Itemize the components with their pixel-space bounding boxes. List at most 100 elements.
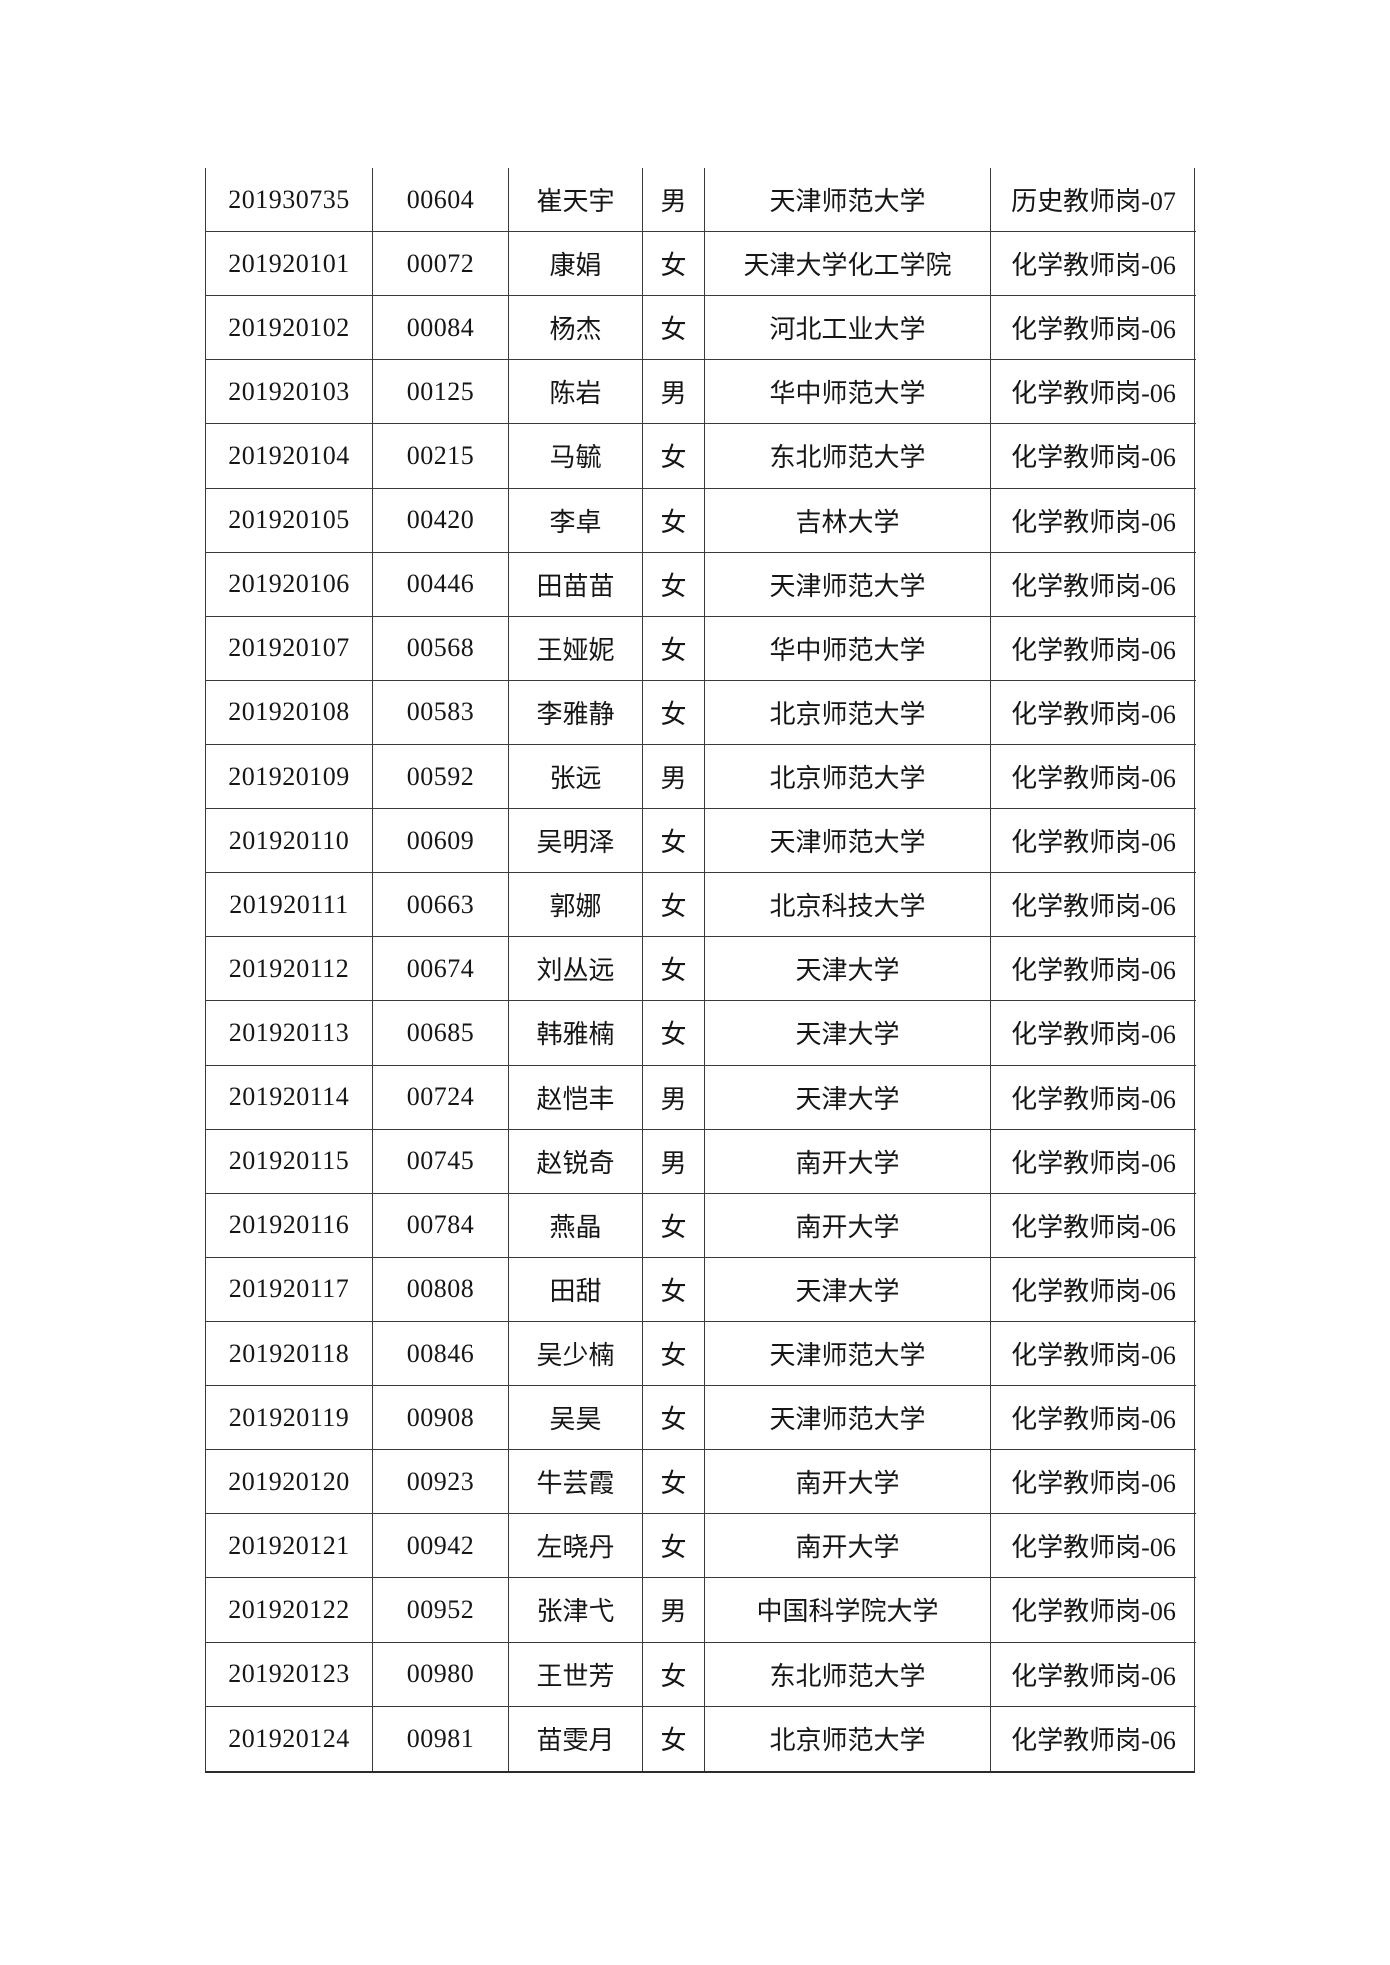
cell-position: 化学教师岗-06 (991, 489, 1196, 553)
cell-position: 化学教师岗-06 (991, 1258, 1196, 1322)
cell-school: 东北师范大学 (705, 1642, 991, 1707)
cell-gender: 女 (643, 1001, 705, 1066)
cell-exam-id: 201920106 (206, 552, 373, 617)
cell-school: 北京师范大学 (705, 1706, 991, 1771)
cell-candidate-no: 00215 (373, 424, 509, 489)
cell-exam-id: 201920114 (206, 1065, 373, 1130)
cell-exam-id: 201930735 (206, 168, 373, 233)
cell-name: 刘丛远 (509, 937, 643, 1002)
cell-school: 天津师范大学 (705, 168, 991, 233)
cell-school: 河北工业大学 (705, 296, 991, 361)
cell-name: 李卓 (509, 488, 643, 553)
cell-name: 燕晶 (509, 1193, 643, 1258)
cell-candidate-no: 00446 (373, 552, 509, 617)
cell-position: 化学教师岗-06 (991, 232, 1196, 297)
cell-candidate-no: 00980 (373, 1642, 509, 1707)
cell-school: 中国科学院大学 (705, 1578, 991, 1643)
cell-school: 南开大学 (705, 1193, 991, 1258)
cell-name: 吴明泽 (509, 809, 643, 874)
cell-gender: 男 (643, 1065, 705, 1130)
cell-position: 历史教师岗-07 (991, 168, 1196, 233)
cell-gender: 女 (643, 1257, 705, 1322)
candidate-table: 201930735 00604 崔天宇男天津师范大学 历史教师岗-07 20192010… (205, 168, 1196, 1773)
cell-gender: 女 (643, 616, 705, 681)
cell-gender: 女 (643, 1321, 705, 1387)
cell-candidate-no: 00745 (373, 1129, 509, 1194)
cell-name: 田甜 (509, 1257, 643, 1322)
cell-position: 化学教师岗-06 (991, 1578, 1196, 1643)
cell-exam-id: 201920119 (206, 1386, 373, 1451)
cell-position: 化学教师岗-06 (991, 1066, 1196, 1130)
cell-candidate-no: 00125 (373, 360, 509, 425)
cell-candidate-no: 00908 (373, 1386, 509, 1451)
cell-exam-id: 201920113 (206, 1001, 373, 1066)
cell-gender: 女 (643, 1514, 705, 1579)
cell-exam-id: 201920111 (206, 873, 373, 938)
cell-name: 杨杰 (509, 296, 643, 361)
cell-gender: 女 (643, 424, 705, 489)
cell-school: 天津大学 (705, 1001, 991, 1066)
cell-candidate-no: 00784 (373, 1193, 509, 1258)
cell-gender: 女 (643, 937, 705, 1002)
cell-school: 天津大学 (705, 1065, 991, 1130)
cell-name: 王娅妮 (509, 616, 643, 681)
cell-candidate-no: 00604 (373, 168, 509, 233)
cell-name: 赵恺丰 (509, 1065, 643, 1130)
cell-candidate-no: 00685 (373, 1001, 509, 1066)
cell-exam-id: 201920104 (206, 424, 373, 489)
cell-name: 苗雯月 (509, 1706, 643, 1771)
cell-position: 化学教师岗-06 (991, 809, 1196, 874)
cell-position: 化学教师岗-06 (991, 1130, 1196, 1194)
cell-candidate-no: 00846 (373, 1321, 509, 1387)
cell-school: 南开大学 (705, 1450, 991, 1515)
cell-exam-id: 201920108 (206, 680, 373, 745)
cell-position: 化学教师岗-06 (991, 1643, 1196, 1707)
cell-exam-id: 201920117 (206, 1257, 373, 1322)
cell-school: 吉林大学 (705, 488, 991, 553)
cell-exam-id: 201920107 (206, 616, 373, 681)
cell-school: 南开大学 (705, 1129, 991, 1194)
cell-candidate-no: 00583 (373, 680, 509, 745)
cell-gender: 女 (643, 232, 705, 297)
cell-gender: 男 (643, 360, 705, 425)
cell-school: 东北师范大学 (705, 424, 991, 489)
cell-candidate-no: 00981 (373, 1706, 509, 1771)
cell-gender: 女 (643, 1386, 705, 1451)
cell-school: 北京科技大学 (705, 873, 991, 938)
cell-name: 吴少楠 (509, 1321, 643, 1387)
cell-exam-id: 201920122 (206, 1578, 373, 1643)
cell-gender: 女 (643, 1642, 705, 1707)
cell-position: 化学教师岗-06 (991, 424, 1196, 489)
cell-gender: 男 (643, 168, 705, 233)
cell-exam-id: 201920124 (206, 1706, 373, 1771)
cell-name: 王世芳 (509, 1642, 643, 1707)
cell-exam-id: 201920103 (206, 360, 373, 425)
cell-exam-id: 201920102 (206, 296, 373, 361)
cell-position: 化学教师岗-06 (991, 873, 1196, 938)
cell-position: 化学教师岗-06 (991, 553, 1196, 617)
cell-exam-id: 201920112 (206, 937, 373, 1002)
cell-position: 化学教师岗-06 (991, 1001, 1196, 1066)
cell-position: 化学教师岗-06 (991, 296, 1196, 361)
cell-school: 天津师范大学 (705, 1321, 991, 1387)
cell-school: 天津师范大学 (705, 1386, 991, 1451)
cell-exam-id: 201920123 (206, 1642, 373, 1707)
cell-name: 吴昊 (509, 1386, 643, 1451)
cell-name: 陈岩 (509, 360, 643, 425)
cell-name: 韩雅楠 (509, 1001, 643, 1066)
cell-school: 华中师范大学 (705, 616, 991, 681)
cell-gender: 女 (643, 1706, 705, 1771)
cell-school: 华中师范大学 (705, 360, 991, 425)
cell-exam-id: 201920121 (206, 1514, 373, 1579)
cell-name: 田苗苗 (509, 552, 643, 617)
cell-name: 李雅静 (509, 680, 643, 745)
cell-name: 张远 (509, 744, 643, 810)
cell-candidate-no: 00674 (373, 937, 509, 1002)
cell-position: 化学教师岗-06 (991, 745, 1196, 810)
cell-name: 马毓 (509, 424, 643, 489)
cell-exam-id: 201920105 (206, 488, 373, 553)
cell-position: 化学教师岗-06 (991, 1386, 1196, 1451)
cell-school: 北京师范大学 (705, 744, 991, 810)
cell-school: 天津师范大学 (705, 552, 991, 617)
cell-position: 化学教师岗-06 (991, 681, 1196, 745)
